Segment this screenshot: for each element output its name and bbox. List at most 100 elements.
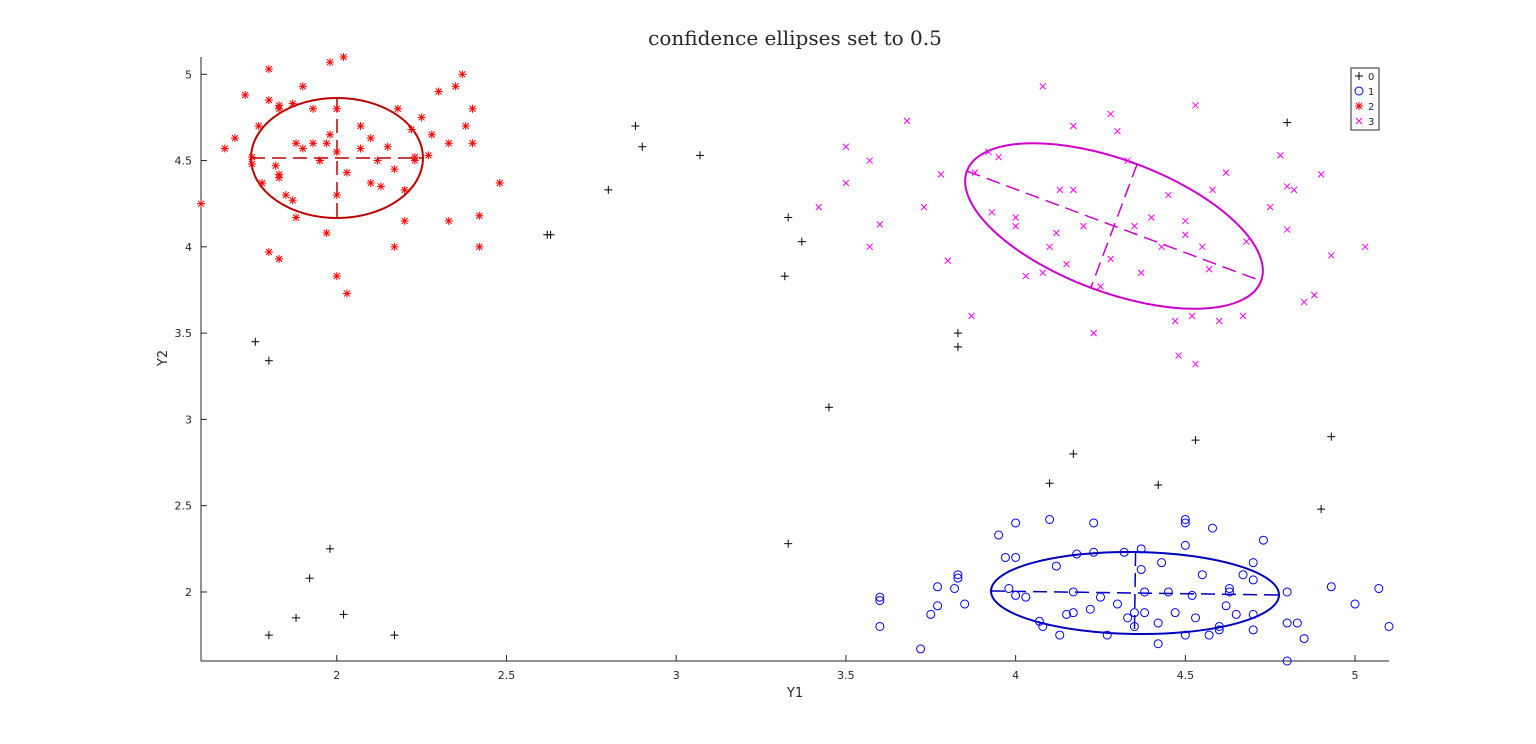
data-point — [1327, 252, 1335, 259]
data-point — [288, 196, 297, 205]
x-tick-label: 5 — [1352, 669, 1359, 682]
data-point — [1158, 243, 1165, 251]
data-point — [1292, 618, 1302, 628]
data-point — [1097, 283, 1104, 290]
data-point — [292, 613, 301, 622]
data-point — [1068, 587, 1078, 597]
data-point — [332, 272, 341, 281]
data-point — [1209, 186, 1216, 194]
data-point — [1326, 582, 1336, 592]
data-point — [1175, 352, 1182, 359]
data-point — [332, 147, 341, 156]
data-point — [390, 242, 399, 251]
data-point — [1153, 618, 1163, 628]
data-point — [876, 221, 884, 228]
data-point — [1112, 599, 1122, 609]
data-point — [546, 230, 555, 239]
data-point — [866, 157, 874, 164]
data-point — [332, 191, 341, 200]
data-point — [1243, 238, 1250, 246]
data-point — [1282, 587, 1292, 597]
data-point — [1181, 217, 1189, 225]
data-point — [1170, 608, 1180, 618]
data-point — [292, 213, 301, 222]
data-point — [638, 142, 647, 151]
data-point — [1129, 621, 1139, 631]
legend-box — [1350, 67, 1380, 131]
data-point — [427, 130, 436, 139]
data-point — [1248, 575, 1258, 585]
data-point — [1188, 312, 1196, 320]
data-point — [1277, 152, 1284, 159]
data-point — [933, 601, 943, 611]
data-point — [1361, 243, 1369, 251]
plot-axes: 2 2.5 3 3.5 4 4.5 5 5 4.5 4 3.5 3 2.5 2 — [175, 57, 1389, 682]
data-point — [1012, 214, 1019, 221]
data-point — [1300, 298, 1308, 306]
data-point — [1137, 269, 1145, 277]
data-point — [1069, 122, 1077, 130]
data-point — [1038, 621, 1048, 631]
data-point — [1089, 518, 1099, 528]
data-point — [1068, 608, 1078, 618]
x-tick-label: 2.5 — [498, 669, 516, 682]
data-point — [1282, 656, 1292, 666]
data-point — [400, 185, 409, 194]
data-point — [1012, 222, 1019, 230]
data-point — [842, 179, 850, 187]
data-point — [339, 53, 348, 61]
data-point — [824, 403, 833, 412]
data-point — [1248, 558, 1258, 568]
data-point — [1204, 630, 1214, 640]
data-point — [1192, 101, 1199, 109]
data-point — [458, 70, 467, 79]
confidence-ellipse-3 — [964, 142, 1264, 310]
data-point — [1123, 613, 1133, 623]
minor-axis-line — [1090, 163, 1138, 289]
data-point — [1327, 432, 1336, 441]
data-point — [971, 169, 979, 176]
data-point — [695, 151, 704, 160]
data-point — [784, 539, 793, 548]
data-point — [468, 104, 477, 113]
data-point — [797, 237, 806, 246]
y-axis-label: Y2 — [156, 350, 171, 367]
legend-label: 3 — [1368, 117, 1374, 128]
data-point — [1046, 243, 1053, 251]
data-points — [197, 53, 1394, 666]
data-point — [944, 257, 952, 264]
data-point — [275, 104, 284, 113]
series-3 — [815, 82, 1369, 368]
data-point — [325, 130, 334, 139]
data-point — [1299, 634, 1309, 644]
data-point — [1022, 272, 1030, 280]
confidence-ellipse-1 — [990, 550, 1280, 636]
data-point — [251, 337, 260, 346]
data-point — [475, 211, 484, 220]
data-point — [926, 609, 936, 619]
data-point — [444, 139, 453, 148]
data-point — [784, 213, 793, 222]
data-point — [366, 178, 375, 187]
data-point — [309, 139, 318, 148]
data-point — [1165, 191, 1172, 199]
data-point — [1080, 222, 1087, 230]
chart-title: confidence ellipses set to 0.5 — [648, 26, 942, 50]
data-point — [390, 631, 399, 640]
x-axis-label: Y1 — [786, 686, 803, 701]
data-point — [1283, 183, 1291, 190]
data-point — [434, 87, 443, 96]
data-point — [1011, 590, 1021, 600]
data-point — [1069, 186, 1077, 194]
data-point — [1102, 630, 1112, 640]
data-point — [258, 178, 267, 187]
data-point — [780, 272, 789, 281]
data-point — [920, 203, 928, 211]
data-point — [495, 178, 504, 187]
data-point — [937, 170, 945, 178]
data-point — [264, 65, 273, 74]
data-point — [339, 610, 348, 619]
data-point — [424, 151, 433, 160]
x-tick-label: 3.5 — [837, 669, 855, 682]
data-point — [444, 216, 453, 225]
